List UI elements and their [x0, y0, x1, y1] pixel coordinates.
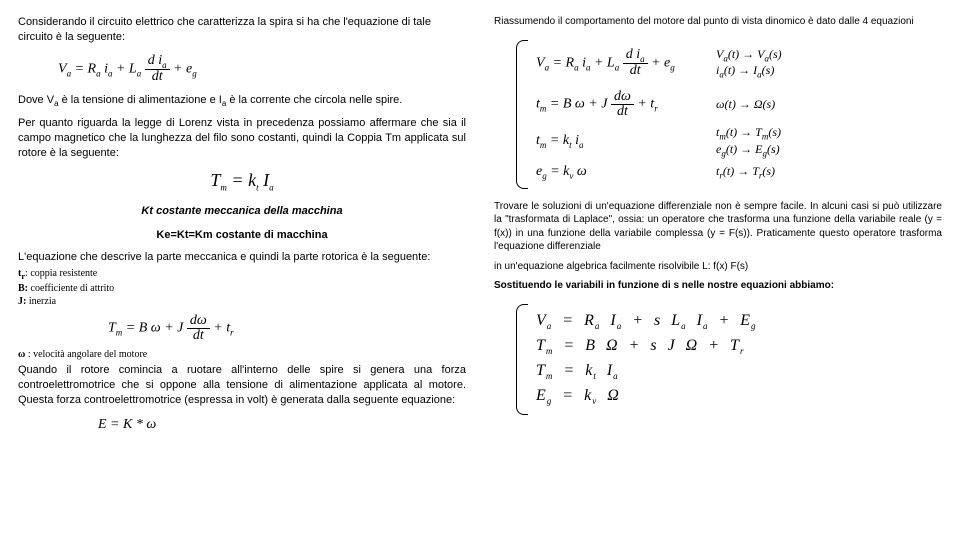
line-ke: Ke=Kt=Km costante di macchina [18, 229, 466, 241]
line-kt: Kt costante meccanica della macchina [18, 205, 466, 217]
brace-icon [514, 38, 530, 191]
lap1: Va(t) → Va(s) [716, 47, 866, 63]
right-column: Riassumendo il comportamento del motore … [484, 12, 942, 439]
para-laplace-b: in un'equazione algebrica facilmente ris… [494, 260, 942, 274]
equation-tm2: Tm = B ω + J dωdt + tr [108, 314, 466, 343]
para-mecc: L'equazione che descrive la parte meccan… [18, 250, 466, 265]
text-tensione: è la tensione di alimentazione e I [59, 94, 222, 106]
lap4: tm(t) → Tm(s) [716, 125, 866, 141]
sys1-row3: tm = kt ia [536, 133, 716, 150]
def-b: B: coefficiente di attrito [18, 283, 466, 294]
lap3: ω(t) → Ω(s) [716, 97, 866, 112]
def-tr: tr: coppia resistente [18, 268, 466, 281]
system-equations-2: Va = Ra Ia + s La Ia + Eg Tm = B Ω + s J… [514, 302, 942, 417]
para-lorenz: Per quanto riguarda la legge di Lorenz v… [18, 116, 466, 161]
equation-e: E = K * ω [98, 417, 466, 433]
lap5: eg(t) → Eg(s) [716, 142, 866, 158]
para-laplace: Trovare le soluzioni di un'equazione dif… [494, 200, 942, 254]
para-emf: Quando il rotore comincia a ruotare all'… [18, 363, 466, 408]
lap2: ia(t) → Ia(s) [716, 63, 866, 79]
sys2-row1: Va = Ra Ia + s La Ia + Eg [536, 312, 757, 331]
sys1-row2: tm = B ω + J dωdt + tr [536, 90, 716, 119]
sys2-row4: Eg = kv Ω [536, 387, 757, 406]
text-dove: Dove V [18, 94, 54, 106]
sys2-row3: Tm = kt Ia [536, 362, 757, 381]
para-vai: Dove Va è la tensione di alimentazione e… [18, 93, 466, 110]
para-subst: Sostituendo le variabili in funzione di … [494, 279, 942, 293]
equation-tm: Tm = kt Ia [18, 170, 466, 193]
def-omega: ω : velocità angolare del motore [18, 349, 466, 360]
lap6: tr(t) → Tr(s) [716, 164, 866, 180]
system-equations-1: Va = Ra ia + La d iadt + eg Va(t) → Va(s… [514, 38, 942, 191]
para-summary: Riassumendo il comportamento del motore … [494, 15, 942, 29]
equation-va: Va = Ra ia + La d iadt + eg [58, 54, 466, 85]
brace-body-1: Va = Ra ia + La d iadt + eg Va(t) → Va(s… [530, 38, 872, 191]
sys1-row4: eg = kv ω [536, 164, 716, 181]
brace-body-2: Va = Ra Ia + s La Ia + Eg Tm = B Ω + s J… [530, 302, 763, 417]
sys2-row2: Tm = B Ω + s J Ω + Tr [536, 337, 757, 356]
sys1-row1: Va = Ra ia + La d iadt + eg [536, 48, 716, 79]
brace-icon-2 [514, 302, 530, 417]
def-j: J: inerzia [18, 296, 466, 307]
text-corrente: è la corrente che circola nelle spire. [226, 94, 402, 106]
left-column: Considerando il circuito elettrico che c… [18, 12, 484, 439]
page: Considerando il circuito elettrico che c… [0, 0, 960, 451]
para-intro: Considerando il circuito elettrico che c… [18, 15, 466, 45]
